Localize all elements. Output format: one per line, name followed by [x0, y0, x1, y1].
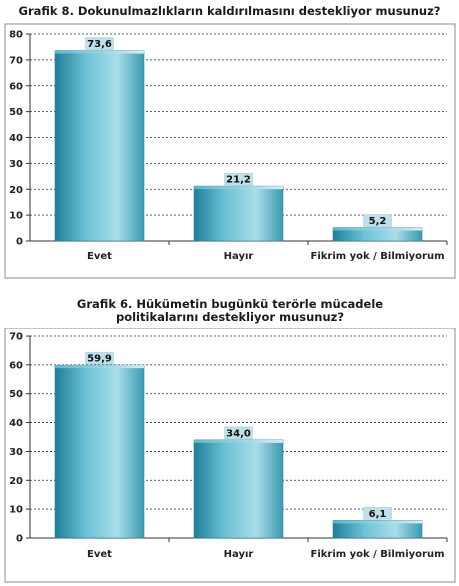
y-tick-label: 50	[9, 389, 23, 400]
category-label: Evet	[87, 251, 112, 262]
bar-top	[333, 227, 422, 231]
data-label: 73,6	[87, 39, 112, 50]
data-label: 6,1	[369, 509, 387, 520]
y-tick-label: 10	[9, 211, 23, 222]
y-tick-label: 80	[9, 30, 23, 41]
chart-2: Grafik 6. Hükümetin bugünkü terörle müca…	[0, 292, 459, 586]
y-tick-label: 0	[16, 534, 23, 545]
y-tick-label: 60	[9, 360, 23, 371]
y-tick-label: 70	[9, 55, 23, 66]
data-label-box	[85, 351, 114, 365]
chart-1-title: Grafik 8. Dokunulmazlıkların kaldırılmas…	[18, 4, 441, 18]
y-tick-label: 30	[9, 159, 23, 170]
data-label-box	[363, 507, 392, 520]
y-tick-label: 50	[9, 107, 23, 118]
category-label: Hayır	[224, 549, 254, 560]
category-label: Fikrim yok / Bilmiyorum	[310, 549, 444, 560]
data-label: 21,2	[226, 175, 251, 186]
bar-top	[55, 50, 144, 54]
data-label: 5,2	[369, 216, 387, 227]
y-tick-label: 30	[9, 447, 23, 458]
data-label: 34,0	[226, 428, 251, 439]
y-tick-label: 10	[9, 505, 23, 516]
bar	[193, 185, 284, 242]
y-tick-label: 40	[9, 133, 23, 144]
category-label: Fikrim yok / Bilmiyorum	[310, 251, 444, 262]
bar	[54, 50, 145, 242]
data-label-box	[85, 37, 114, 50]
chart-1: Grafik 8. Dokunulmazlıkların kaldırılmas…	[0, 0, 459, 282]
y-tick-label: 20	[9, 185, 23, 196]
bar-top	[55, 365, 144, 369]
bar-top	[194, 186, 283, 190]
bar	[54, 364, 145, 539]
chart-1-plot: 0 10 20 30 40 50 60 70 80 73,6 Evet 21,2 Hayır 5,2 Fik…	[4, 23, 456, 279]
y-tick-label: 60	[9, 81, 23, 92]
chart-2-plot: 0 10 20 30 40 50 60 70 59,9 Evet 34,0 Hayır 6,1 Fikri…	[4, 328, 456, 583]
data-label-box	[224, 426, 253, 440]
bar	[193, 439, 284, 539]
y-tick-label: 40	[9, 418, 23, 429]
category-label: Hayır	[224, 251, 254, 262]
y-tick-label: 70	[9, 332, 23, 343]
y-tick-label: 0	[16, 237, 23, 248]
bar-top	[333, 520, 422, 524]
chart-2-title: Grafik 6. Hükümetin bugünkü terörle müca…	[76, 297, 384, 324]
data-label-box	[363, 214, 392, 227]
bar-top	[194, 439, 283, 443]
y-tick-label: 20	[9, 476, 23, 487]
data-label: 59,9	[87, 354, 112, 365]
data-label-box	[224, 172, 253, 186]
category-label: Evet	[87, 549, 112, 560]
